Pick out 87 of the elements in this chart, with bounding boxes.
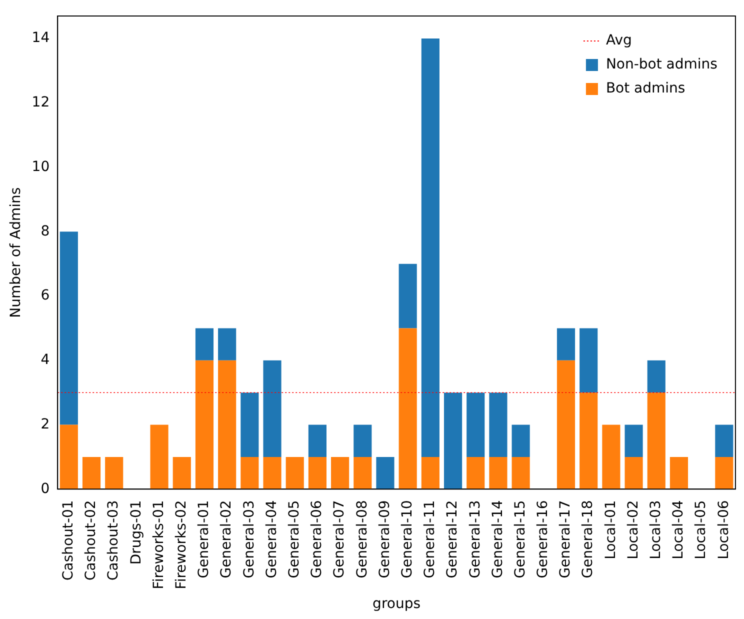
y-tick-label: 12 xyxy=(32,94,50,111)
bar xyxy=(263,456,282,490)
bar xyxy=(715,424,734,457)
bar xyxy=(331,456,350,490)
x-tick-label: General-18 xyxy=(580,500,596,578)
bar xyxy=(512,424,530,457)
bar xyxy=(647,392,666,490)
x-tick-label: General-12 xyxy=(444,500,461,578)
y-tick-label: 0 xyxy=(40,480,50,497)
bar xyxy=(580,328,598,393)
bar xyxy=(624,424,643,457)
x-tick-label: General-17 xyxy=(558,500,574,578)
x-tick-label: General-02 xyxy=(218,500,235,578)
x-tick-label: Local-06 xyxy=(716,500,732,560)
bar xyxy=(105,456,124,490)
bar xyxy=(466,456,485,490)
x-tick-label: General-05 xyxy=(286,500,302,578)
x-tick-label: General-13 xyxy=(467,500,484,578)
x-tick-label: General-01 xyxy=(196,500,212,578)
bar xyxy=(421,38,440,457)
y-tick-label: 4 xyxy=(40,352,50,368)
bar xyxy=(398,264,417,328)
x-tick-label: Fireworks-01 xyxy=(150,500,167,590)
bar xyxy=(421,456,440,490)
y-axis-title: Number of Admins xyxy=(8,187,24,318)
bar xyxy=(466,392,485,457)
bar xyxy=(398,328,417,490)
bar xyxy=(556,360,576,490)
bar xyxy=(150,424,168,490)
y-tick-label: 10 xyxy=(32,158,50,175)
x-axis-title: groups xyxy=(372,596,421,612)
x-tick-label: General-07 xyxy=(332,500,348,578)
bar xyxy=(670,456,688,490)
x-tick-label: Cashout-01 xyxy=(60,500,77,581)
bar xyxy=(512,456,530,490)
x-tick-label: General-10 xyxy=(399,500,416,578)
x-tick-label: Cashout-02 xyxy=(83,500,100,581)
x-tick-label: Drugs-01 xyxy=(128,500,144,565)
bar xyxy=(240,392,259,457)
x-tick-label: General-06 xyxy=(309,500,326,578)
x-tick-label: Cashout-03 xyxy=(106,500,122,581)
legend-label: Non-bot admins xyxy=(606,56,718,73)
bar xyxy=(308,456,326,490)
y-tick-label: 2 xyxy=(40,416,50,432)
bar xyxy=(647,360,666,393)
y-tick-label: 8 xyxy=(40,223,50,240)
x-tick-label: General-08 xyxy=(354,500,370,578)
bar xyxy=(172,456,191,490)
bar xyxy=(195,360,214,490)
x-tick-label: General-04 xyxy=(264,500,280,578)
legend-label: Bot admins xyxy=(606,80,686,97)
x-tick-label: General-15 xyxy=(512,500,528,578)
bar xyxy=(354,424,372,457)
x-tick-label: Fireworks-02 xyxy=(174,500,190,590)
bar xyxy=(444,392,462,490)
bar xyxy=(195,328,214,360)
bar xyxy=(240,456,259,490)
bar xyxy=(715,456,734,490)
bar xyxy=(489,456,508,490)
bar xyxy=(82,456,101,490)
bar xyxy=(556,328,576,360)
x-tick-label: Local-04 xyxy=(670,500,687,560)
x-tick-label: General-14 xyxy=(490,500,506,578)
x-tick-label: General-09 xyxy=(376,500,393,578)
bar xyxy=(308,424,326,457)
x-tick-label: General-03 xyxy=(241,500,258,578)
bar xyxy=(376,456,394,490)
bar xyxy=(218,360,236,490)
bar xyxy=(263,360,282,457)
bar xyxy=(60,424,78,490)
bar xyxy=(602,424,620,490)
bar xyxy=(489,392,508,457)
y-tick-label: 6 xyxy=(40,288,50,304)
bar xyxy=(286,456,304,490)
bar xyxy=(218,328,236,360)
x-tick-label: Local-01 xyxy=(602,500,619,560)
x-tick-label: Local-05 xyxy=(693,500,710,560)
x-tick-label: Local-03 xyxy=(648,500,664,560)
bar xyxy=(580,392,598,490)
x-tick-label: General-11 xyxy=(422,500,438,578)
x-tick-label: General-16 xyxy=(535,500,552,578)
legend-label: Avg xyxy=(606,32,632,49)
bar xyxy=(624,456,643,490)
x-tick-label: Local-02 xyxy=(625,500,642,560)
y-tick-label: 14 xyxy=(32,30,50,46)
bar xyxy=(354,456,372,490)
bar xyxy=(60,232,78,425)
